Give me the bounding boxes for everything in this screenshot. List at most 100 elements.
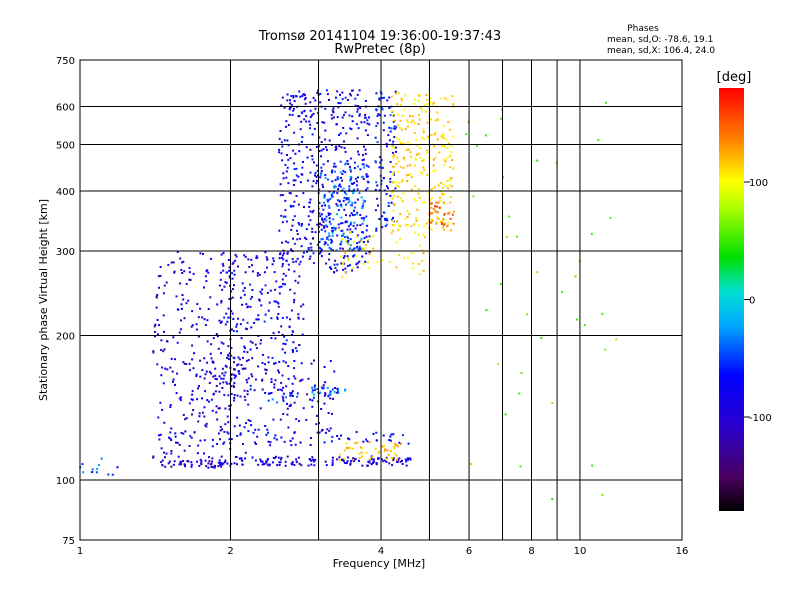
data-point [355,263,358,266]
data-point [374,209,377,212]
data-point [583,324,586,327]
data-point [342,234,344,237]
data-point [297,175,300,178]
data-point [297,115,300,118]
data-point [378,218,381,220]
data-point [325,262,328,265]
data-point [291,350,294,353]
data-point [426,151,429,154]
data-point [183,270,186,273]
data-point [341,172,344,175]
data-point [289,157,292,160]
data-point [281,389,283,392]
data-point [233,361,235,364]
data-point [227,394,230,397]
data-point [295,418,298,421]
data-point [290,394,293,397]
data-point [162,350,165,353]
data-point [228,274,231,277]
data-point [340,205,343,208]
data-point [234,259,237,262]
data-point [243,389,246,392]
data-point [374,160,377,163]
data-point [297,222,300,224]
data-point [417,123,420,126]
data-point [298,90,301,93]
data-point [176,341,179,344]
data-point [280,285,283,288]
data-point [293,200,296,203]
data-point [191,413,193,416]
data-point [159,433,162,436]
data-point [295,350,298,353]
data-point [399,225,402,228]
data-point [391,218,394,221]
data-point [389,177,392,180]
data-point [182,432,185,435]
data-point [196,452,199,455]
data-point [284,163,287,166]
data-point [418,263,421,265]
data-point [267,431,270,434]
data-point [174,358,176,361]
data-point [414,98,417,101]
data-point [307,247,310,249]
data-point [324,204,326,207]
y-axis-label: Stationary phase Virtual Height [km] [37,199,50,401]
data-point [393,119,396,122]
data-point [399,165,402,168]
data-point [326,225,329,228]
data-point [237,265,239,268]
data-point [340,146,343,149]
data-point [324,129,327,132]
data-point [328,139,331,142]
data-point [300,305,303,308]
data-point [331,232,334,234]
data-point [430,188,433,191]
data-point [339,171,342,174]
data-point [282,392,285,395]
data-point [307,223,310,226]
data-point [228,298,231,301]
data-point [311,399,314,402]
data-point [392,140,395,143]
data-point [354,177,357,180]
data-point [281,316,284,319]
data-point [264,251,267,254]
data-point [262,353,264,356]
data-point [354,442,357,445]
data-point [374,188,377,191]
data-point [346,160,349,162]
data-point [337,391,340,394]
data-point [182,260,185,263]
data-point [181,261,184,264]
data-point [325,146,328,149]
data-point [272,257,275,260]
data-point [251,264,253,267]
data-point [331,109,334,112]
data-point [296,233,299,236]
data-point [225,381,228,384]
data-point [349,231,352,234]
data-point [246,393,249,396]
data-point [296,395,299,398]
data-point [296,392,299,395]
data-point [233,394,236,397]
data-point [181,272,184,274]
data-point [349,169,352,172]
data-point [205,465,208,468]
data-point [415,138,418,141]
data-point [266,459,269,462]
data-point [324,460,327,463]
data-point [208,382,211,384]
data-point [339,243,342,246]
data-point [310,246,313,249]
data-point [302,407,305,410]
data-point [157,275,160,278]
data-point [392,165,395,168]
data-point [200,460,203,463]
data-point [251,357,254,360]
data-point [356,234,359,237]
data-point [590,232,593,235]
data-point [340,216,343,219]
